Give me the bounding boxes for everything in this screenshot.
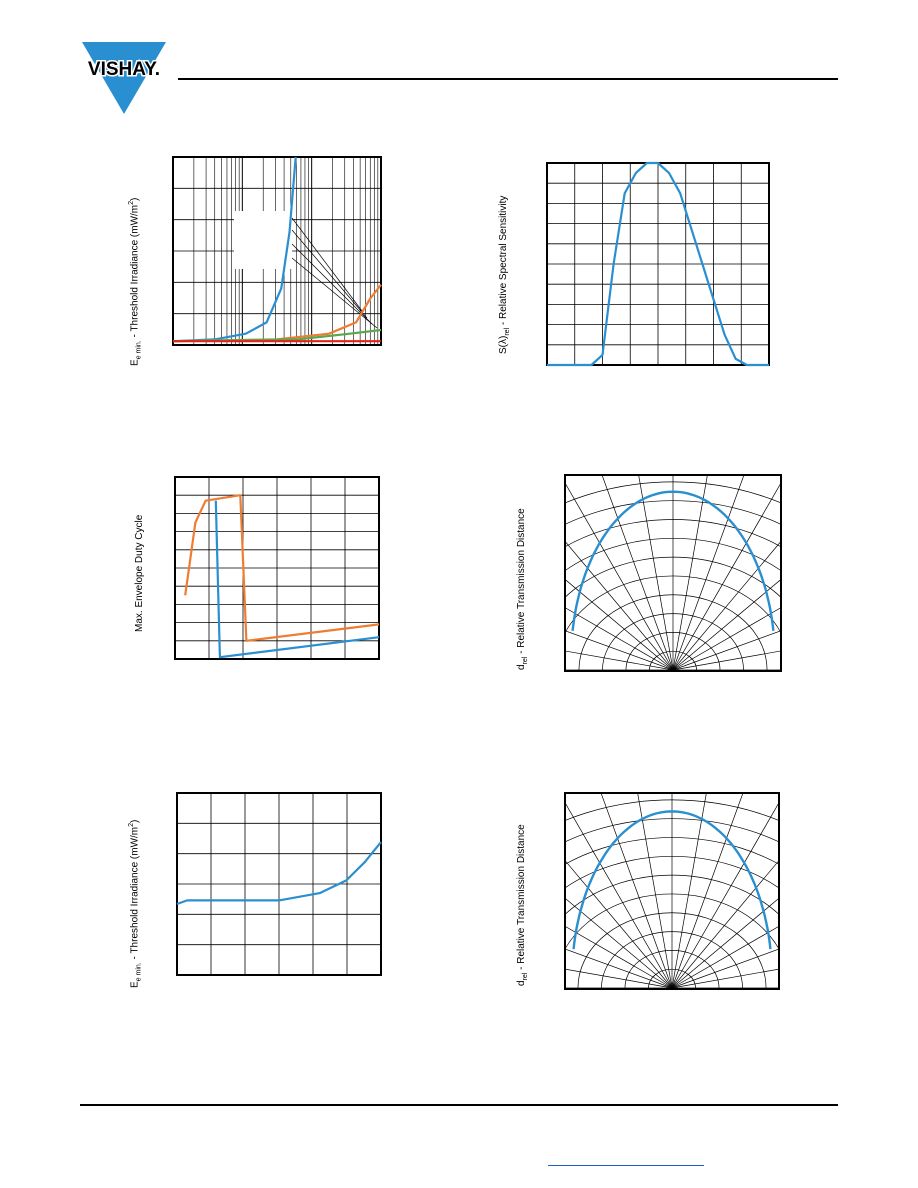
chart4-ring xyxy=(565,481,781,504)
chart4-ylabel: drel - Relative Transmission Distance xyxy=(516,508,529,670)
chart3-series-0 xyxy=(184,494,380,642)
chart4-spoke xyxy=(672,630,781,671)
chart6-ring xyxy=(601,931,743,989)
chart1-callout-line xyxy=(291,217,363,312)
chart4-spoke xyxy=(565,650,674,671)
chart5-series-0 xyxy=(176,841,382,906)
chart6-spoke xyxy=(671,801,779,989)
chart4-ring xyxy=(565,575,781,634)
footer-link-underline[interactable] xyxy=(548,1165,704,1166)
chart4-ring xyxy=(625,632,721,671)
chart2-ylabel: S(λ)rel - Relative Spectral Sensitivity xyxy=(498,195,511,354)
chart4-pattern-curve xyxy=(571,490,775,631)
chart-polar-1 xyxy=(564,474,782,672)
chart4-ring xyxy=(565,519,781,548)
chart4-ring xyxy=(565,556,781,598)
chart4-spoke xyxy=(672,650,781,671)
chart4-spoke xyxy=(672,482,781,671)
chart6-spoke xyxy=(671,948,779,989)
chart6-spoke xyxy=(671,859,779,989)
chart1-callout-line xyxy=(291,243,373,325)
logo-wordmark: VISHAY. xyxy=(88,59,160,80)
chart4-frame-top xyxy=(564,474,782,672)
chart-threshold-vs-frequency xyxy=(172,156,382,346)
chart-duty-cycle xyxy=(174,476,380,660)
chart6-ring xyxy=(565,799,779,821)
vishay-logo: VISHAY. xyxy=(82,42,166,114)
chart3-ylabel: Max. Envelope Duty Cycle xyxy=(134,514,145,632)
chart6-spoke xyxy=(565,801,673,989)
chart4-spoke xyxy=(565,578,674,671)
chart4-spoke xyxy=(565,540,674,671)
chart6-ring xyxy=(577,912,767,989)
chart6-spoke xyxy=(671,925,779,989)
chart-polar-2 xyxy=(564,792,780,990)
chart6-spoke xyxy=(600,793,673,989)
chart3-series-1 xyxy=(214,500,380,659)
chart1-legend-box xyxy=(234,211,292,269)
header-rule xyxy=(178,78,838,80)
chart4-spoke xyxy=(672,578,781,671)
chart6-spoke xyxy=(565,925,673,989)
chart6-ring xyxy=(565,856,779,889)
chart4-ring xyxy=(578,594,768,671)
chart6-ring xyxy=(565,893,779,951)
chart6-spoke xyxy=(565,948,673,989)
chart4-spoke xyxy=(672,540,781,671)
chart6-spoke xyxy=(565,897,673,989)
chart6-spoke xyxy=(565,859,673,989)
chart1-callout-line xyxy=(291,257,378,329)
chart5-ylabel: Ee min. - Threshold Irradiance (mW/m2) xyxy=(128,819,143,988)
chart6-ring xyxy=(565,874,779,915)
chart6-ylabel: drel - Relative Transmission Distance xyxy=(516,824,529,986)
chart4-spoke xyxy=(601,475,674,671)
chart6-spoke xyxy=(671,897,779,989)
chart6-spoke xyxy=(565,968,673,989)
chart6-pattern-curve xyxy=(572,810,772,950)
footer-rule xyxy=(80,1104,838,1106)
chart-spectral-sensitivity xyxy=(546,161,770,367)
chart4-ring xyxy=(565,538,781,572)
chart4-spoke xyxy=(672,475,745,671)
chart1-callout-line xyxy=(291,229,368,319)
chart4-spoke xyxy=(565,482,674,671)
chart4-ring xyxy=(649,650,697,671)
chart6-frame-top xyxy=(564,792,780,990)
chart-threshold-vs-temp xyxy=(176,792,382,976)
chart6-ring xyxy=(565,837,779,865)
chart4-spoke xyxy=(565,630,674,671)
chart2-series-0 xyxy=(547,161,769,367)
chart4-ring xyxy=(602,613,744,671)
logo-triangle xyxy=(82,42,166,114)
chart6-ring xyxy=(624,950,720,989)
chart6-ring xyxy=(648,968,696,989)
chart1-ylabel: Ee min. - Threshold Irradiance (mW/m2) xyxy=(128,197,143,366)
chart6-spoke xyxy=(671,793,744,989)
chart6-spoke xyxy=(671,968,779,989)
